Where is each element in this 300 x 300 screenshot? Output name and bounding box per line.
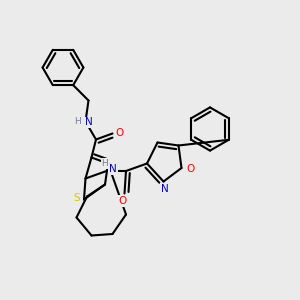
Text: N: N bbox=[109, 164, 117, 175]
Text: O: O bbox=[115, 128, 123, 138]
Text: N: N bbox=[161, 184, 169, 194]
Text: O: O bbox=[119, 196, 127, 206]
Text: O: O bbox=[186, 164, 195, 175]
Text: H: H bbox=[74, 117, 80, 126]
Text: N: N bbox=[85, 117, 93, 128]
Text: H: H bbox=[102, 159, 108, 168]
Text: S: S bbox=[73, 193, 80, 203]
